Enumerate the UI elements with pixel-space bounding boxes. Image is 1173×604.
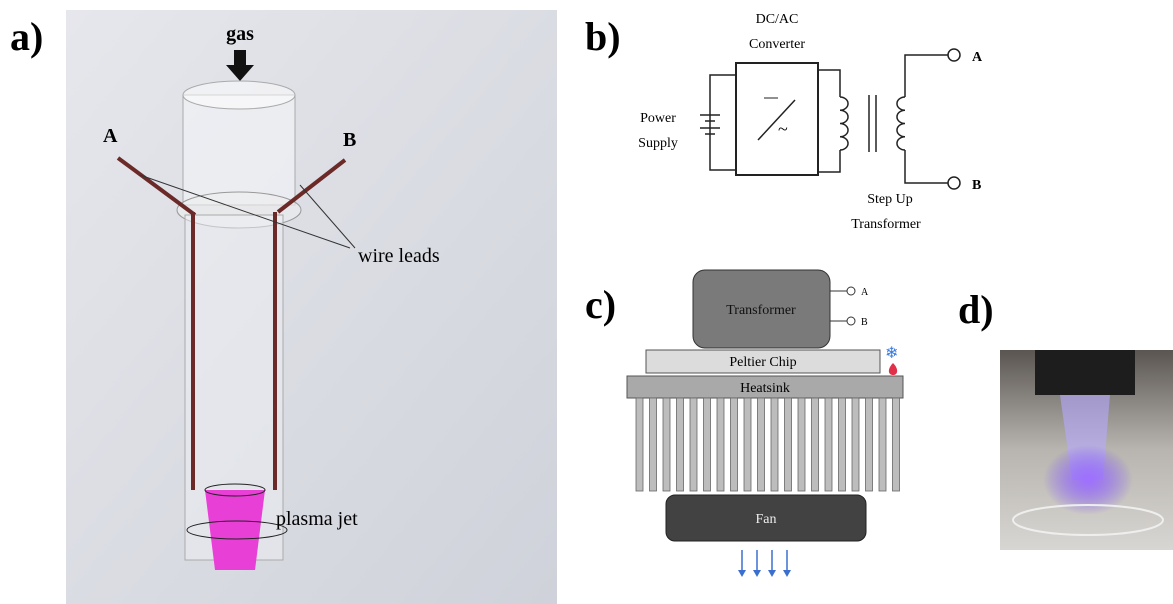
fin <box>744 398 751 491</box>
fin <box>690 398 697 491</box>
lead-label: A <box>103 125 118 147</box>
arrow-head <box>768 570 776 577</box>
heatsink-label: Heatsink <box>740 381 790 396</box>
hot-icon <box>889 363 897 375</box>
terminal <box>948 177 960 189</box>
tube-cap <box>183 95 295 205</box>
converter-label: DC/AC <box>756 12 799 27</box>
secondary-wire <box>905 55 948 183</box>
cold-icon: ❄ <box>885 345 898 362</box>
lead-label: B <box>343 129 356 151</box>
fins <box>636 398 900 491</box>
fin <box>663 398 670 491</box>
terminal-label: B <box>861 317 868 328</box>
terminal-label: A <box>972 50 983 65</box>
transformer-label: Step Up <box>867 192 913 207</box>
arrow-head <box>753 570 761 577</box>
terminal <box>847 317 855 325</box>
airflow <box>738 550 791 577</box>
fan-label: Fan <box>756 512 777 527</box>
fin <box>866 398 873 491</box>
fin <box>717 398 724 491</box>
fin <box>798 398 805 491</box>
tube-cap-top <box>183 81 295 109</box>
fin <box>812 398 819 491</box>
plasma <box>205 490 265 570</box>
fin <box>839 398 846 491</box>
fin <box>825 398 832 491</box>
fin <box>879 398 886 491</box>
fin <box>771 398 778 491</box>
ac-symbol: ~ <box>778 119 788 139</box>
wire-leads-label: wire leads <box>358 245 440 267</box>
peltier-label: Peltier Chip <box>729 355 796 370</box>
panel-label: a) <box>10 14 43 59</box>
fin <box>636 398 643 491</box>
primary-wire <box>818 70 840 172</box>
power-label: Power <box>640 111 676 126</box>
panel-label: d) <box>958 287 994 332</box>
fin <box>731 398 738 491</box>
fin <box>650 398 657 491</box>
plasma-jet-label: plasma jet <box>276 508 358 530</box>
secondary-coil <box>897 97 905 150</box>
panel-label: c) <box>585 282 616 327</box>
figure: a) gas A B wire leads plasma jet b) DC/A… <box>0 0 1173 604</box>
converter-label: Converter <box>749 37 805 52</box>
arrow-head <box>783 570 791 577</box>
photo-device <box>1035 350 1135 395</box>
fin <box>852 398 859 491</box>
fin <box>785 398 792 491</box>
panel-label: b) <box>585 14 621 59</box>
fin <box>758 398 765 491</box>
terminal-label: B <box>972 178 981 193</box>
terminal <box>948 49 960 61</box>
arrow-head <box>738 570 746 577</box>
primary-coil <box>840 97 848 150</box>
fin <box>704 398 711 491</box>
terminal-label: A <box>861 287 869 298</box>
transformer-label: Transformer <box>851 217 921 232</box>
fin <box>893 398 900 491</box>
terminal <box>847 287 855 295</box>
gas-label: gas <box>226 23 254 45</box>
power-label: Supply <box>638 136 678 151</box>
battery-circuit <box>700 75 736 170</box>
transformer-label: Transformer <box>726 303 796 318</box>
terminal-wire <box>830 291 847 321</box>
fin <box>677 398 684 491</box>
